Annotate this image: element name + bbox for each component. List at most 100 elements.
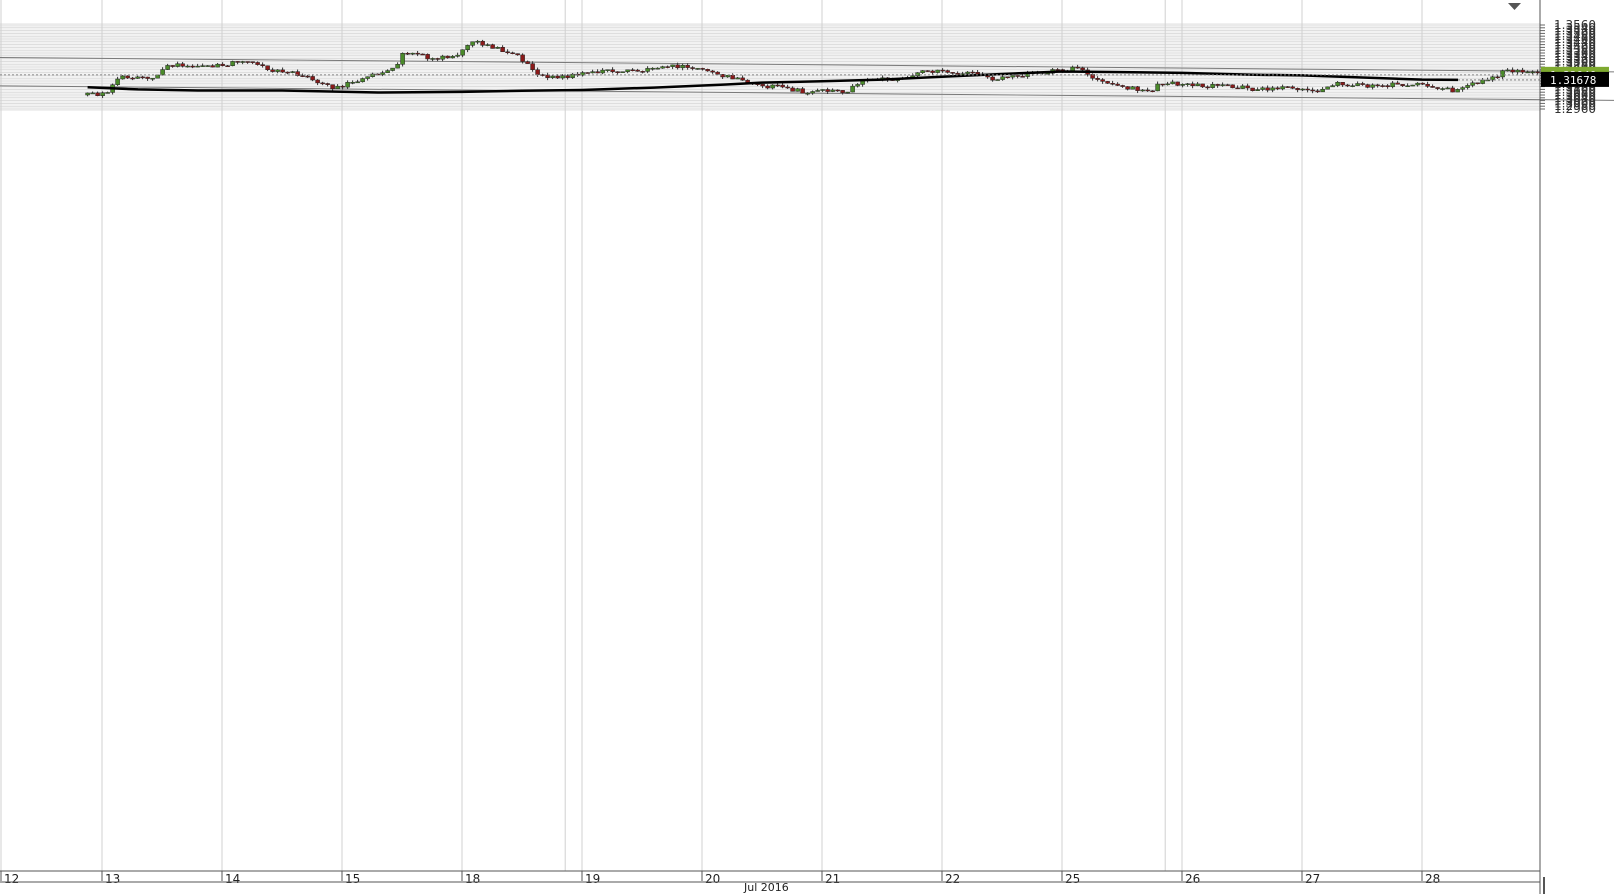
candle-body [1260,87,1265,90]
candle-body [675,64,680,69]
price-tick-label: 1.3000 [1554,96,1596,110]
candle-body [180,63,185,67]
candle-body [230,61,235,66]
candle-body [1185,83,1190,85]
candle-body [1210,84,1215,88]
candle-body [1150,90,1155,92]
candle-body [200,65,205,67]
price-tick-label: 1.3460 [1554,32,1596,46]
candle-body [1100,79,1105,82]
candle-body [1300,88,1305,91]
candle-body [1385,85,1390,88]
candle-body [245,61,250,63]
candle-body [330,84,335,90]
candle-body [335,85,340,90]
candle-body [550,75,555,78]
chart-menu-chevron-icon[interactable] [1508,3,1521,10]
candle-body [595,71,600,74]
candle-body [1225,84,1230,86]
candle-body [1505,69,1510,72]
candle-body [1020,76,1025,78]
price-tick-label: 1.3320 [1554,52,1596,66]
candle-body [1135,86,1140,91]
candle-body [305,75,310,78]
candle-body [580,72,585,76]
candle-body [485,44,490,46]
candle-body [210,65,215,68]
candle-body [560,75,565,79]
candle-body [1235,87,1240,90]
price-tick-label: 1.3060 [1554,88,1596,102]
price-tick-label: 1.3440 [1554,35,1596,49]
candle-body [1335,82,1340,86]
candle-body [1145,89,1150,92]
candle-body [1310,89,1315,92]
candle-body [990,76,995,81]
candle-body [1275,87,1280,90]
candle-body [1315,90,1320,93]
price-tick-label: 1.3040 [1554,91,1596,105]
candle-body [255,62,260,65]
price-tick-label: 1.3020 [1554,94,1596,108]
candle-body [1190,83,1195,87]
candle-body [1095,78,1100,80]
candle-body [605,69,610,71]
candle-body [805,92,810,95]
candle-body [405,53,410,55]
price-tick-label: 1.3480 [1554,29,1596,43]
candle-body [795,88,800,92]
candle-body [915,72,920,77]
candle-body [90,92,95,95]
date-label-25: 25 [1065,872,1080,886]
time-axis[interactable]: 12 13 14 15 18 19 20 21 22 25 26 27 28 Jul 2016 [0,870,1545,894]
date-label-13: 13 [105,872,120,886]
price-tick-label: 1.2980 [1554,99,1596,113]
candle-body [855,84,860,87]
candle-body [665,66,670,68]
candle-body [340,85,345,88]
candle-body [1305,88,1310,91]
candle-body [105,92,110,94]
candle-body [235,61,240,63]
candle-body [1440,88,1445,90]
candle-body [1255,89,1260,91]
price-badges: 1.32040 1.31678 [1541,66,1609,87]
candle-body [1370,84,1375,88]
candle-body [820,89,825,91]
price-tick-label: 1.3500 [1554,26,1596,40]
candle-body [1075,66,1080,69]
moving-average-badge: 1.31678 [1541,71,1609,87]
candle-body [1125,86,1130,90]
candle-body [1325,86,1330,90]
candle-body [1405,85,1410,87]
candle-body [630,69,635,72]
candle-body [925,70,930,72]
candle-body [505,51,510,54]
candle-body [525,61,530,64]
candle-body [565,75,570,78]
candle-body [400,53,405,65]
candle-body [460,49,465,56]
candle-body [530,63,535,70]
candle-body [325,83,330,85]
candle-body [720,74,725,78]
candle-body [140,76,145,79]
candle-body [775,84,780,87]
candle-body [390,67,395,71]
candle-body [265,65,270,70]
candle-body [570,73,575,78]
date-label-26: 26 [1185,872,1200,886]
candle-body [445,55,450,59]
candle-body [1270,87,1275,91]
candle-body [130,77,135,80]
candle-body [1470,82,1475,86]
candle-body [115,78,120,85]
candle-body [320,82,325,85]
candle-body [1250,87,1255,91]
candle-body [725,74,730,78]
candle-body [970,71,975,74]
candle-body [950,72,955,74]
candle-body [100,92,105,96]
candle-body [425,54,430,60]
